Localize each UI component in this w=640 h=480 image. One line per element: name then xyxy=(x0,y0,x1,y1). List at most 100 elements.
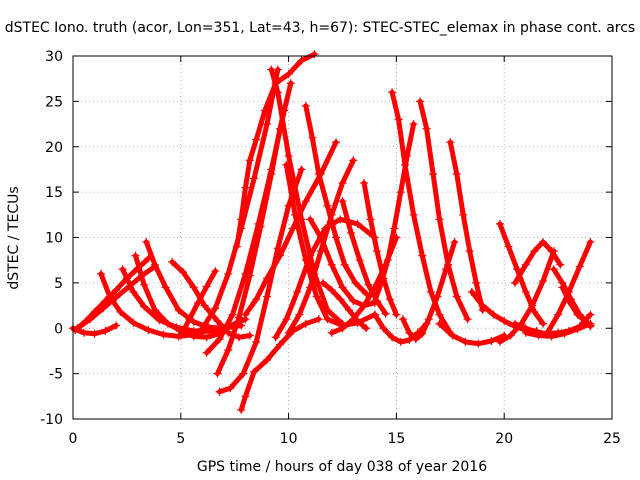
data-point xyxy=(250,367,259,376)
data-point xyxy=(129,287,138,296)
data-point xyxy=(275,340,284,349)
data-point xyxy=(97,269,106,278)
data-point xyxy=(327,328,336,337)
series-line xyxy=(447,139,486,313)
data-point xyxy=(586,319,595,328)
data-point xyxy=(349,297,358,306)
data-point xyxy=(452,169,461,178)
data-point xyxy=(282,160,291,169)
data-point xyxy=(245,156,254,165)
x-tick-label: 20 xyxy=(495,431,513,447)
data-point xyxy=(159,330,168,339)
data-point xyxy=(327,210,336,219)
series-line xyxy=(340,198,389,317)
data-point xyxy=(403,151,412,160)
data-point xyxy=(232,242,241,251)
data-point xyxy=(263,120,272,129)
data-point xyxy=(73,324,82,333)
data-point xyxy=(271,333,280,342)
data-point xyxy=(241,310,250,319)
data-point xyxy=(112,321,121,330)
data-point xyxy=(465,247,474,256)
series-24 xyxy=(319,278,371,333)
data-point xyxy=(213,369,222,378)
plot-frame xyxy=(72,55,613,420)
data-point xyxy=(202,348,211,357)
series-line xyxy=(234,51,317,250)
data-point xyxy=(323,315,332,324)
data-point xyxy=(586,310,595,319)
data-point xyxy=(129,318,138,327)
data-point xyxy=(131,251,140,260)
data-point xyxy=(297,56,306,65)
series-29 xyxy=(370,120,418,306)
data-point xyxy=(150,260,159,269)
data-point xyxy=(370,297,379,306)
data-point xyxy=(263,292,272,301)
data-point xyxy=(284,70,293,79)
data-point xyxy=(467,287,476,296)
data-point xyxy=(118,265,127,274)
data-point xyxy=(379,324,388,333)
data-point xyxy=(174,306,183,315)
data-point xyxy=(99,304,108,313)
data-point xyxy=(396,337,405,346)
data-point xyxy=(301,319,310,328)
data-point xyxy=(344,306,353,315)
data-point xyxy=(112,293,121,302)
data-point xyxy=(150,306,159,315)
data-point xyxy=(394,115,403,124)
data-point xyxy=(189,283,198,292)
data-point xyxy=(297,165,306,174)
data-point xyxy=(198,324,207,333)
series-line xyxy=(273,216,378,340)
data-point xyxy=(116,307,125,316)
series-line xyxy=(215,80,294,377)
data-point xyxy=(426,287,435,296)
data-point xyxy=(409,120,418,129)
series-36 xyxy=(495,247,558,346)
data-point xyxy=(211,304,220,313)
data-point xyxy=(392,310,401,319)
series-9 xyxy=(176,267,220,340)
series-32 xyxy=(446,138,487,315)
data-point xyxy=(176,331,185,340)
data-point xyxy=(310,50,319,59)
data-point xyxy=(459,210,468,219)
data-point xyxy=(263,356,272,365)
data-point xyxy=(504,242,513,251)
data-point xyxy=(349,156,358,165)
series-6 xyxy=(131,251,224,342)
data-point xyxy=(510,319,519,328)
data-point xyxy=(332,233,341,242)
data-point xyxy=(301,101,310,110)
series-line xyxy=(497,248,557,345)
series-line xyxy=(512,239,563,286)
y-tick-label: 25 xyxy=(45,94,63,110)
data-point xyxy=(241,183,250,192)
data-point xyxy=(252,337,261,346)
chart-title: dSTEC Iono. truth (acor, Lon=351, Lat=43… xyxy=(5,20,635,36)
data-point xyxy=(316,247,325,256)
data-point xyxy=(286,79,295,88)
grid xyxy=(73,56,612,419)
series-line xyxy=(361,180,399,318)
data-point xyxy=(224,346,233,355)
data-point xyxy=(86,315,95,324)
data-point xyxy=(355,256,364,265)
data-point xyxy=(573,325,582,334)
series-line xyxy=(283,162,378,328)
data-point xyxy=(314,315,323,324)
series-21 xyxy=(284,156,358,337)
series-34 xyxy=(495,219,548,328)
data-point xyxy=(564,287,573,296)
data-point xyxy=(336,215,345,224)
data-point xyxy=(530,307,539,316)
data-point xyxy=(256,222,265,231)
data-point xyxy=(200,301,209,310)
data-point xyxy=(161,283,170,292)
data-point xyxy=(521,260,530,269)
data-point xyxy=(377,278,386,287)
data-point xyxy=(424,315,433,324)
